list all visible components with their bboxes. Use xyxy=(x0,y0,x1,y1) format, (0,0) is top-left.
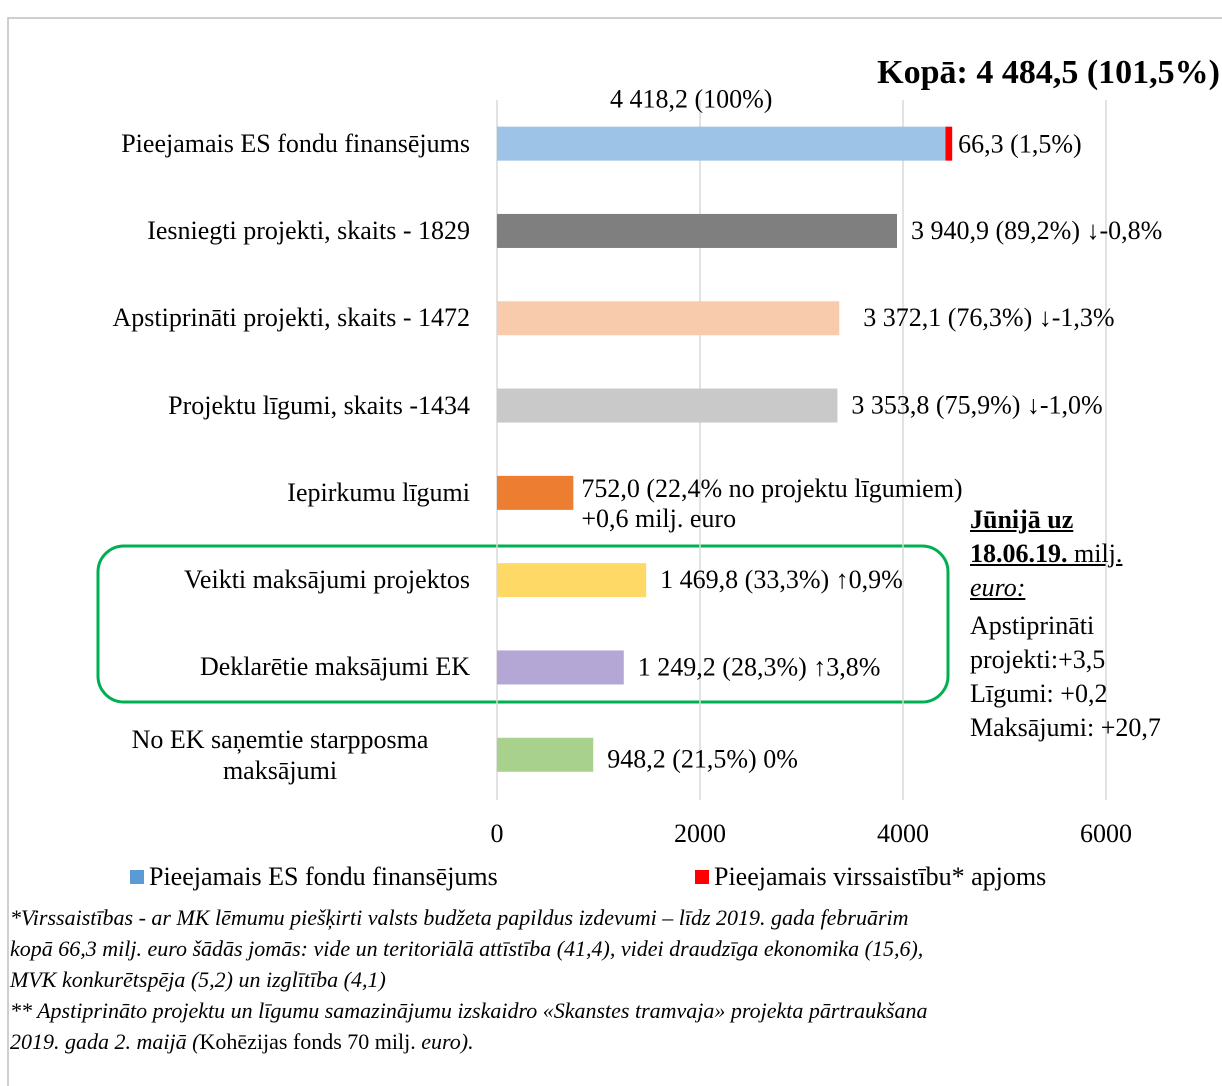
x-tick-label: 4000 xyxy=(877,819,929,848)
side-note: Jūnijā uz 18.06.19. milj. euro: Apstipri… xyxy=(970,503,1161,745)
footnote: *Virssaistības - ar MK lēmumu piešķirti … xyxy=(10,905,909,930)
note-line: projekti:+3,5 xyxy=(970,645,1106,674)
y-tick-label: Iesniegti projekti, skaits - 1829 xyxy=(147,215,470,245)
highlight-box xyxy=(96,544,950,704)
footnote: 2019. gada 2. maijā (Kohēzijas fonds 70 … xyxy=(10,1026,927,1057)
legend-swatch xyxy=(130,870,144,884)
y-tick-label: Deklarētie maksājumi EK xyxy=(199,652,470,682)
bar xyxy=(497,737,594,772)
bar xyxy=(497,563,647,598)
footnote-part: euro). xyxy=(421,1029,474,1054)
x-tick-label: 6000 xyxy=(1080,819,1132,848)
bar xyxy=(497,213,898,248)
bar xyxy=(497,126,946,161)
bar-segment xyxy=(945,126,953,161)
frame xyxy=(7,17,1222,1086)
legend-label: Pieejamais ES fondu finansējums xyxy=(149,862,498,891)
value-label: 3 940,9 (89,2%) ↓-0,8% xyxy=(911,216,1162,245)
bar xyxy=(497,301,840,336)
note-line: Līgumi: +0,2 xyxy=(970,679,1108,708)
footnotes: *Virssaistības - ar MK lēmumu piešķirti … xyxy=(10,902,927,1057)
note-line: Maksājumi: +20,7 xyxy=(970,713,1161,742)
bar xyxy=(497,475,574,510)
chart-title: Kopā: 4 484,5 (101,5%) xyxy=(877,54,1220,91)
note-date: 18.06.19. xyxy=(970,539,1068,568)
value-label: 66,3 (1,5%) xyxy=(958,130,1081,159)
bar xyxy=(497,388,838,423)
note-heading: 18.06.19. milj. xyxy=(970,537,1161,571)
annotation: +0,6 milj. euro xyxy=(581,504,736,533)
y-tick-label: Veikti maksājumi projektos xyxy=(184,565,470,595)
footnote: kopā 66,3 milj. euro šādās jomās: vide u… xyxy=(10,936,924,961)
footnote: ** Apstiprināto projektu un līgumu samaz… xyxy=(10,998,928,1023)
value-label: 752,0 (22,4% no projektu līgumiem) xyxy=(581,474,962,503)
footnote: MVK konkurētspēja (5,2) un izglītība (4,… xyxy=(10,967,386,992)
value-label: 1 469,8 (33,3%) ↑0,9% xyxy=(660,565,903,594)
y-tick-label: Apstiprināti projekti, skaits - 1472 xyxy=(112,303,470,333)
note-unit: milj. xyxy=(1074,539,1123,568)
value-label: 948,2 (21,5%) 0% xyxy=(607,745,798,774)
footnote-part: Kohēzijas fonds 70 milj. xyxy=(199,1029,422,1054)
y-tick-label: Projektu līgumi, skaits -1434 xyxy=(168,390,470,420)
value-label: 3 353,8 (75,9%) ↓-1,0% xyxy=(851,391,1102,420)
y-tick-label: Pieejamais ES fondu finansējums xyxy=(121,128,470,158)
note-unit: euro: xyxy=(970,573,1026,602)
y-tick-label: Iepirkumu līgumi xyxy=(287,477,470,507)
y-tick-label: No EK saņemtie starpposma maksājumi xyxy=(131,724,429,785)
legend-label: Pieejamais virssaistību* apjoms xyxy=(714,862,1046,891)
bar xyxy=(497,650,624,685)
value-label: 4 418,2 (100%) xyxy=(610,85,772,114)
value-label: 1 249,2 (28,3%) ↑3,8% xyxy=(638,652,881,681)
note-line: Apstiprināti xyxy=(970,611,1095,640)
note-heading: Jūnijā uz xyxy=(970,505,1074,534)
value-label: 3 372,1 (76,3%) ↓-1,3% xyxy=(863,303,1114,332)
x-tick-label: 0 xyxy=(491,819,504,848)
legend-swatch xyxy=(695,870,709,884)
x-tick-label: 2000 xyxy=(674,819,726,848)
footnote-part: 2019. gada 2. maijā ( xyxy=(10,1029,200,1054)
